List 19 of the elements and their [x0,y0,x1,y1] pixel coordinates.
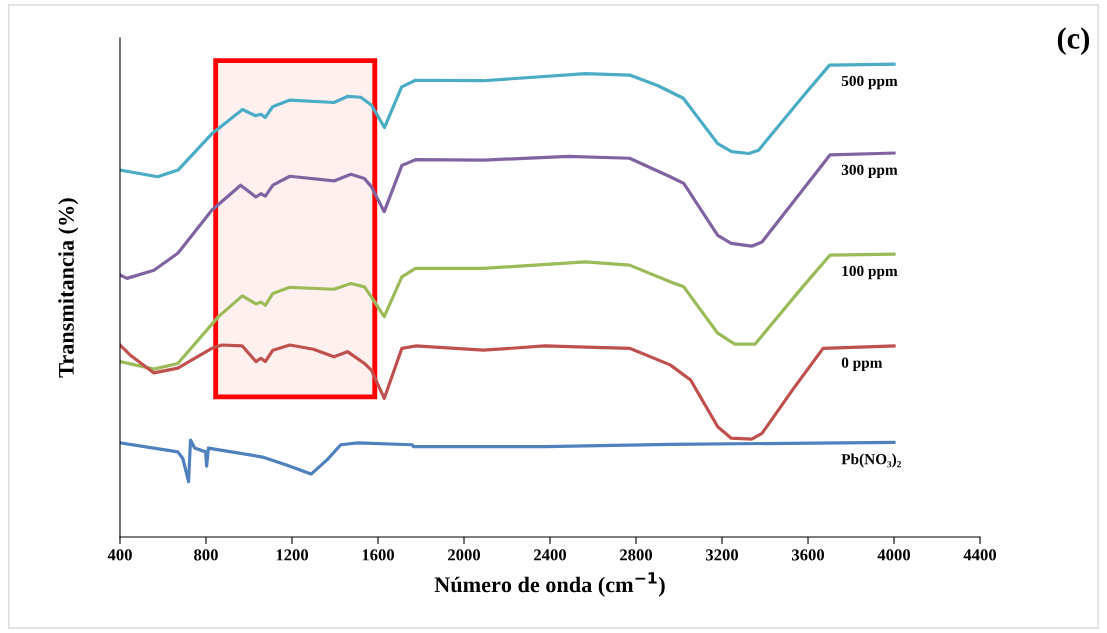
x-tick-label: 2000 [448,549,481,561]
series-label: 100 ppm [842,265,898,280]
x-tick-label: 800 [194,549,218,561]
x-axis-title: Número de onda (cm$^{−1}$) [434,572,665,597]
series-label: Pb(NO₃)₂ [841,453,901,468]
series-label: 500 ppm [841,75,898,90]
text: (c) [1057,27,1090,55]
series-label: 0 ppm [841,357,883,371]
x-tick-label: 4000 [877,549,911,561]
x-tick-label: 1200 [276,549,309,561]
x-tick-label: 4400 [963,549,997,561]
x-tick-label: 3600 [791,549,825,561]
x-tick-label: 2400 [534,549,567,561]
x-tick-label: 1600 [362,549,395,561]
y-axis-title: Transmitancia (%) [58,198,79,378]
x-tick-label: 2800 [620,549,653,561]
series-label: 300 ppm [841,164,898,179]
x-tick-label: 3200 [705,549,739,561]
x-tick-label: 400 [107,549,132,561]
